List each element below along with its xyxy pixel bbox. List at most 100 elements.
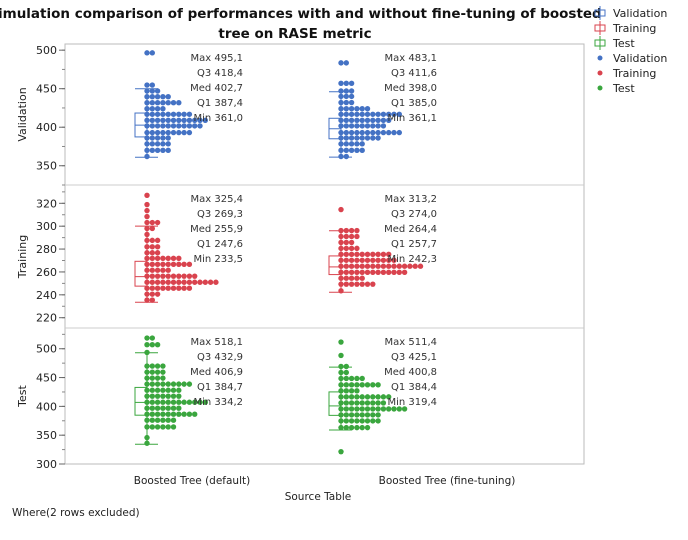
data-dot <box>144 225 150 232</box>
data-dot <box>144 267 150 273</box>
data-dot <box>412 263 418 269</box>
y-tick-label: 300 <box>36 220 57 233</box>
data-dot <box>192 117 198 123</box>
data-dot <box>343 375 349 382</box>
data-dot <box>165 399 171 405</box>
data-dot <box>144 393 150 399</box>
data-dot <box>149 129 155 136</box>
data-dot <box>348 93 355 100</box>
data-dot <box>144 285 150 291</box>
data-dot <box>375 382 381 388</box>
data-dot <box>154 291 161 297</box>
data-dot <box>348 123 355 129</box>
data-dot <box>165 381 171 387</box>
data-dot <box>154 381 161 387</box>
data-dot <box>364 257 371 263</box>
data-dot <box>144 129 150 136</box>
data-dot <box>144 94 150 100</box>
data-dot <box>186 285 193 291</box>
data-dot <box>144 291 150 297</box>
data-dot <box>144 424 150 430</box>
data-dot <box>396 129 402 136</box>
data-dot <box>165 94 171 100</box>
data-dot <box>181 279 187 285</box>
data-dot <box>359 375 365 382</box>
data-dot <box>364 111 371 117</box>
data-dot <box>364 251 371 258</box>
data-dot <box>176 255 182 262</box>
data-dot <box>359 424 365 431</box>
data-dot <box>144 297 150 303</box>
data-dot <box>348 424 355 431</box>
data-dot <box>348 141 355 147</box>
data-dot <box>338 448 344 455</box>
data-dot <box>170 279 177 285</box>
data-dot <box>370 382 376 388</box>
data-dot <box>354 245 360 252</box>
data-dot <box>338 275 344 281</box>
data-dot <box>364 269 371 275</box>
data-dot <box>354 281 360 287</box>
stat-min: Min 319,4 <box>387 397 437 408</box>
data-dot <box>354 129 360 136</box>
data-dot <box>380 251 387 258</box>
data-dot <box>186 411 193 417</box>
data-dot <box>364 418 371 424</box>
data-dot <box>170 399 177 405</box>
data-dot <box>343 135 349 141</box>
data-dot <box>364 117 371 123</box>
data-dot <box>197 279 203 285</box>
data-dot <box>348 106 355 112</box>
data-dot <box>149 250 155 256</box>
data-dot <box>144 117 150 123</box>
plot-area: Validation 350 400 450 500 Max 495,1 Q3 418,4 M… <box>16 43 585 487</box>
data-dot <box>165 255 171 262</box>
y-tick-label: 500 <box>36 343 57 356</box>
data-dot <box>170 424 177 430</box>
data-dot <box>144 237 150 244</box>
data-dot <box>144 342 150 348</box>
data-dot <box>144 363 150 369</box>
data-dot <box>197 117 203 123</box>
data-dot <box>154 417 161 423</box>
data-dot <box>348 129 355 136</box>
data-dot <box>144 213 150 220</box>
data-dot <box>154 255 161 262</box>
data-dot <box>343 60 349 66</box>
data-dot <box>170 111 177 117</box>
data-dot <box>154 279 161 285</box>
data-dot <box>338 400 344 406</box>
data-dot <box>154 267 161 273</box>
data-dot <box>386 263 392 269</box>
data-dot <box>338 251 344 258</box>
stat-q3: Q3 418,4 <box>197 68 243 79</box>
data-dot <box>165 424 171 430</box>
data-dot <box>165 387 171 393</box>
panel-test: Test 300 350 400 450 500 Max 518,1 Q3 432,9 Med … <box>16 333 437 471</box>
data-dot <box>338 288 344 294</box>
data-dot <box>144 273 150 279</box>
data-dot <box>165 147 171 154</box>
data-dot <box>370 257 376 263</box>
data-dot <box>144 106 150 112</box>
data-dot <box>149 94 155 100</box>
where-footer: Where(2 rows excluded) <box>12 507 140 519</box>
data-dot <box>165 117 171 123</box>
data-dot <box>160 411 166 417</box>
legend-label: Test <box>612 82 635 95</box>
data-dot <box>154 111 161 117</box>
data-dot <box>160 405 166 411</box>
data-dot <box>338 239 344 246</box>
data-dot <box>170 273 177 279</box>
data-dot <box>364 406 371 412</box>
data-dot <box>338 141 344 147</box>
data-dot <box>149 225 155 232</box>
data-dot <box>144 153 150 160</box>
data-dot <box>165 129 171 136</box>
data-dot <box>343 227 349 234</box>
data-dot <box>160 117 166 123</box>
data-dot <box>359 394 365 400</box>
data-dot <box>343 424 349 431</box>
data-dot <box>386 251 392 258</box>
data-dot <box>176 405 182 411</box>
